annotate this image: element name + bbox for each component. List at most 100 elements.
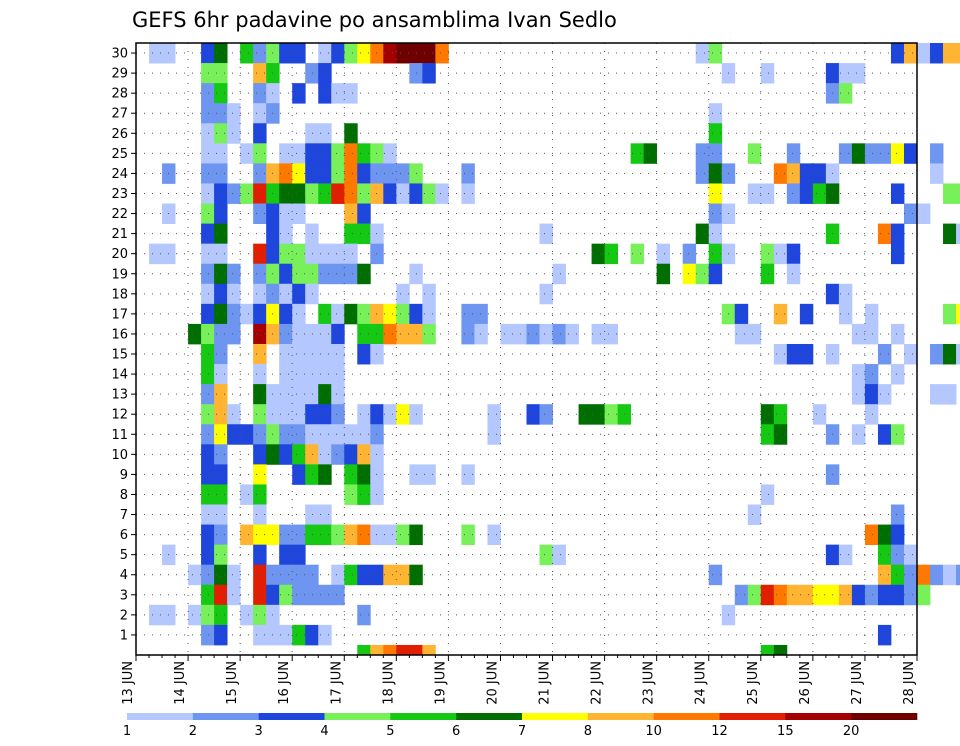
heatmap-cell [188, 604, 202, 626]
heatmap-cell [201, 384, 215, 405]
heatmap-cell [747, 323, 762, 345]
heatmap-cell [305, 364, 319, 385]
heatmap-cell [422, 43, 436, 64]
heatmap-cell [318, 123, 332, 144]
y-tick-label: 26 [111, 127, 128, 142]
heatmap-cell [877, 584, 892, 606]
heatmap-cell [890, 504, 905, 525]
heatmap-cell [383, 303, 397, 325]
heatmap-cell [201, 303, 215, 325]
heatmap-cell [435, 183, 449, 204]
heatmap-cell [370, 223, 384, 245]
y-tick-label: 19 [111, 267, 128, 282]
heatmap-cell [422, 283, 436, 305]
x-tick-label: 27 JUN [850, 661, 865, 705]
heatmap-cell [930, 43, 944, 64]
heatmap-cell [305, 63, 319, 84]
heatmap-cell [539, 544, 553, 566]
heatmap-cell [500, 323, 514, 345]
heatmap-cell [943, 564, 957, 586]
heatmap-cell [253, 504, 267, 525]
heatmap-cell [214, 283, 228, 305]
heatmap-cell [279, 223, 293, 245]
heatmap-cell [461, 524, 475, 546]
legend-label: 12 [711, 724, 728, 739]
heatmap-cell [253, 424, 267, 445]
heatmap-cell [864, 384, 879, 405]
heatmap-cell [786, 584, 801, 606]
heatmap-cell [201, 283, 215, 305]
heatmap-cell [903, 584, 918, 606]
heatmap-cell [917, 584, 931, 606]
heatmap-cell [292, 404, 306, 425]
heatmap-cell [539, 404, 553, 425]
heatmap-cell [917, 203, 931, 224]
heatmap-cell [357, 484, 371, 505]
heatmap-cell [292, 444, 306, 465]
heatmap-cell [890, 43, 905, 64]
heatmap-cell [253, 163, 267, 184]
heatmap-cell [279, 283, 293, 305]
heatmap-cell [279, 343, 293, 365]
heatmap-cell [305, 143, 319, 164]
heatmap-cell [838, 63, 853, 84]
y-tick-label: 16 [111, 327, 128, 342]
heatmap-cell [279, 404, 293, 425]
heatmap-cell [708, 183, 723, 204]
heatmap-cell [201, 504, 215, 525]
heatmap-cell [903, 43, 918, 64]
heatmap-cell [461, 323, 475, 345]
y-tick-label: 4 [120, 568, 128, 583]
heatmap-cell [956, 303, 960, 325]
heatmap-cell [708, 163, 723, 184]
heatmap-cell [318, 624, 332, 646]
heatmap-cell [747, 504, 762, 525]
y-tick-label: 9 [120, 468, 128, 483]
heatmap-cell [890, 223, 905, 245]
heatmap-cell [344, 163, 358, 184]
heatmap-cell [877, 424, 892, 445]
heatmap-cell [292, 343, 306, 365]
heatmap-cell [188, 564, 202, 586]
heatmap-cell [773, 404, 788, 425]
x-tick-label: 18 JUN [381, 661, 396, 705]
heatmap-cell [318, 323, 332, 345]
y-tick-label: 21 [111, 227, 128, 242]
heatmap-cell [357, 303, 371, 325]
heatmap-cell [396, 163, 410, 184]
heatmap-cell [240, 424, 254, 445]
heatmap-cell [890, 424, 905, 445]
heatmap-cell [331, 143, 345, 164]
heatmap-cell [344, 223, 358, 245]
legend-label: 10 [645, 724, 662, 739]
heatmap-cell [331, 564, 345, 586]
heatmap-cell [383, 163, 397, 184]
legend-swatch [522, 713, 589, 720]
heatmap-cell [396, 183, 410, 204]
heatmap-cell [943, 303, 957, 325]
heatmap-cell [357, 524, 371, 546]
heatmap-cell [474, 323, 488, 345]
heatmap-cell [838, 303, 853, 325]
heatmap-cell [253, 283, 267, 305]
heatmap-cell [943, 384, 957, 405]
legend-swatch [719, 713, 786, 720]
heatmap-cell [292, 464, 306, 485]
x-tick-label: 16 JUN [277, 661, 292, 705]
heatmap-cell [214, 103, 228, 124]
heatmap-cell [201, 364, 215, 385]
heatmap-cell [149, 43, 163, 64]
heatmap-cell [760, 63, 775, 84]
heatmap-cell [383, 183, 397, 204]
heatmap-cell [357, 464, 371, 485]
heatmap-cell [422, 464, 436, 485]
heatmap-cell [227, 323, 241, 345]
heatmap-cell [812, 183, 827, 204]
heatmap-cell [851, 63, 866, 84]
heatmap-cell [253, 43, 267, 64]
heatmap-cell [851, 364, 866, 385]
heatmap-cell [331, 524, 345, 546]
heatmap-cell [930, 163, 944, 184]
heatmap-cell [370, 143, 384, 164]
legend-label: 5 [386, 724, 394, 739]
